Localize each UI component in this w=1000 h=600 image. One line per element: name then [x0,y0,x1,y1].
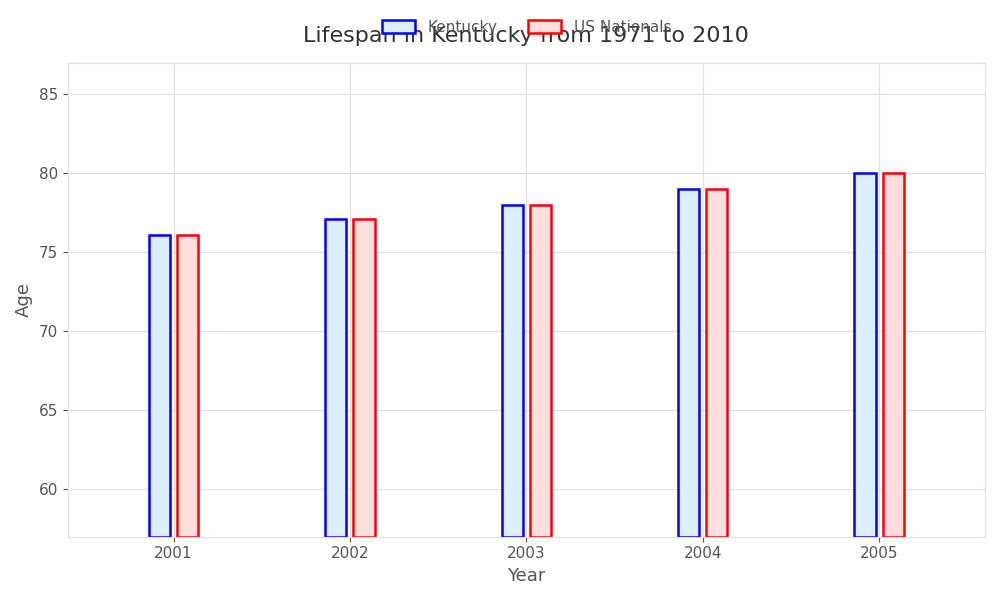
Bar [325,219,346,537]
Bar [883,173,904,537]
Bar [854,173,876,537]
Bar [706,189,727,537]
Bar [149,235,170,537]
Bar [502,205,523,537]
Title: Lifespan in Kentucky from 1971 to 2010: Lifespan in Kentucky from 1971 to 2010 [303,26,749,46]
Bar [530,205,551,537]
X-axis label: Year: Year [507,567,546,585]
Bar [353,219,375,537]
Y-axis label: Age: Age [15,283,33,317]
Bar [177,235,198,537]
Legend: Kentucky, US Nationals: Kentucky, US Nationals [375,14,677,41]
Bar [678,189,699,537]
